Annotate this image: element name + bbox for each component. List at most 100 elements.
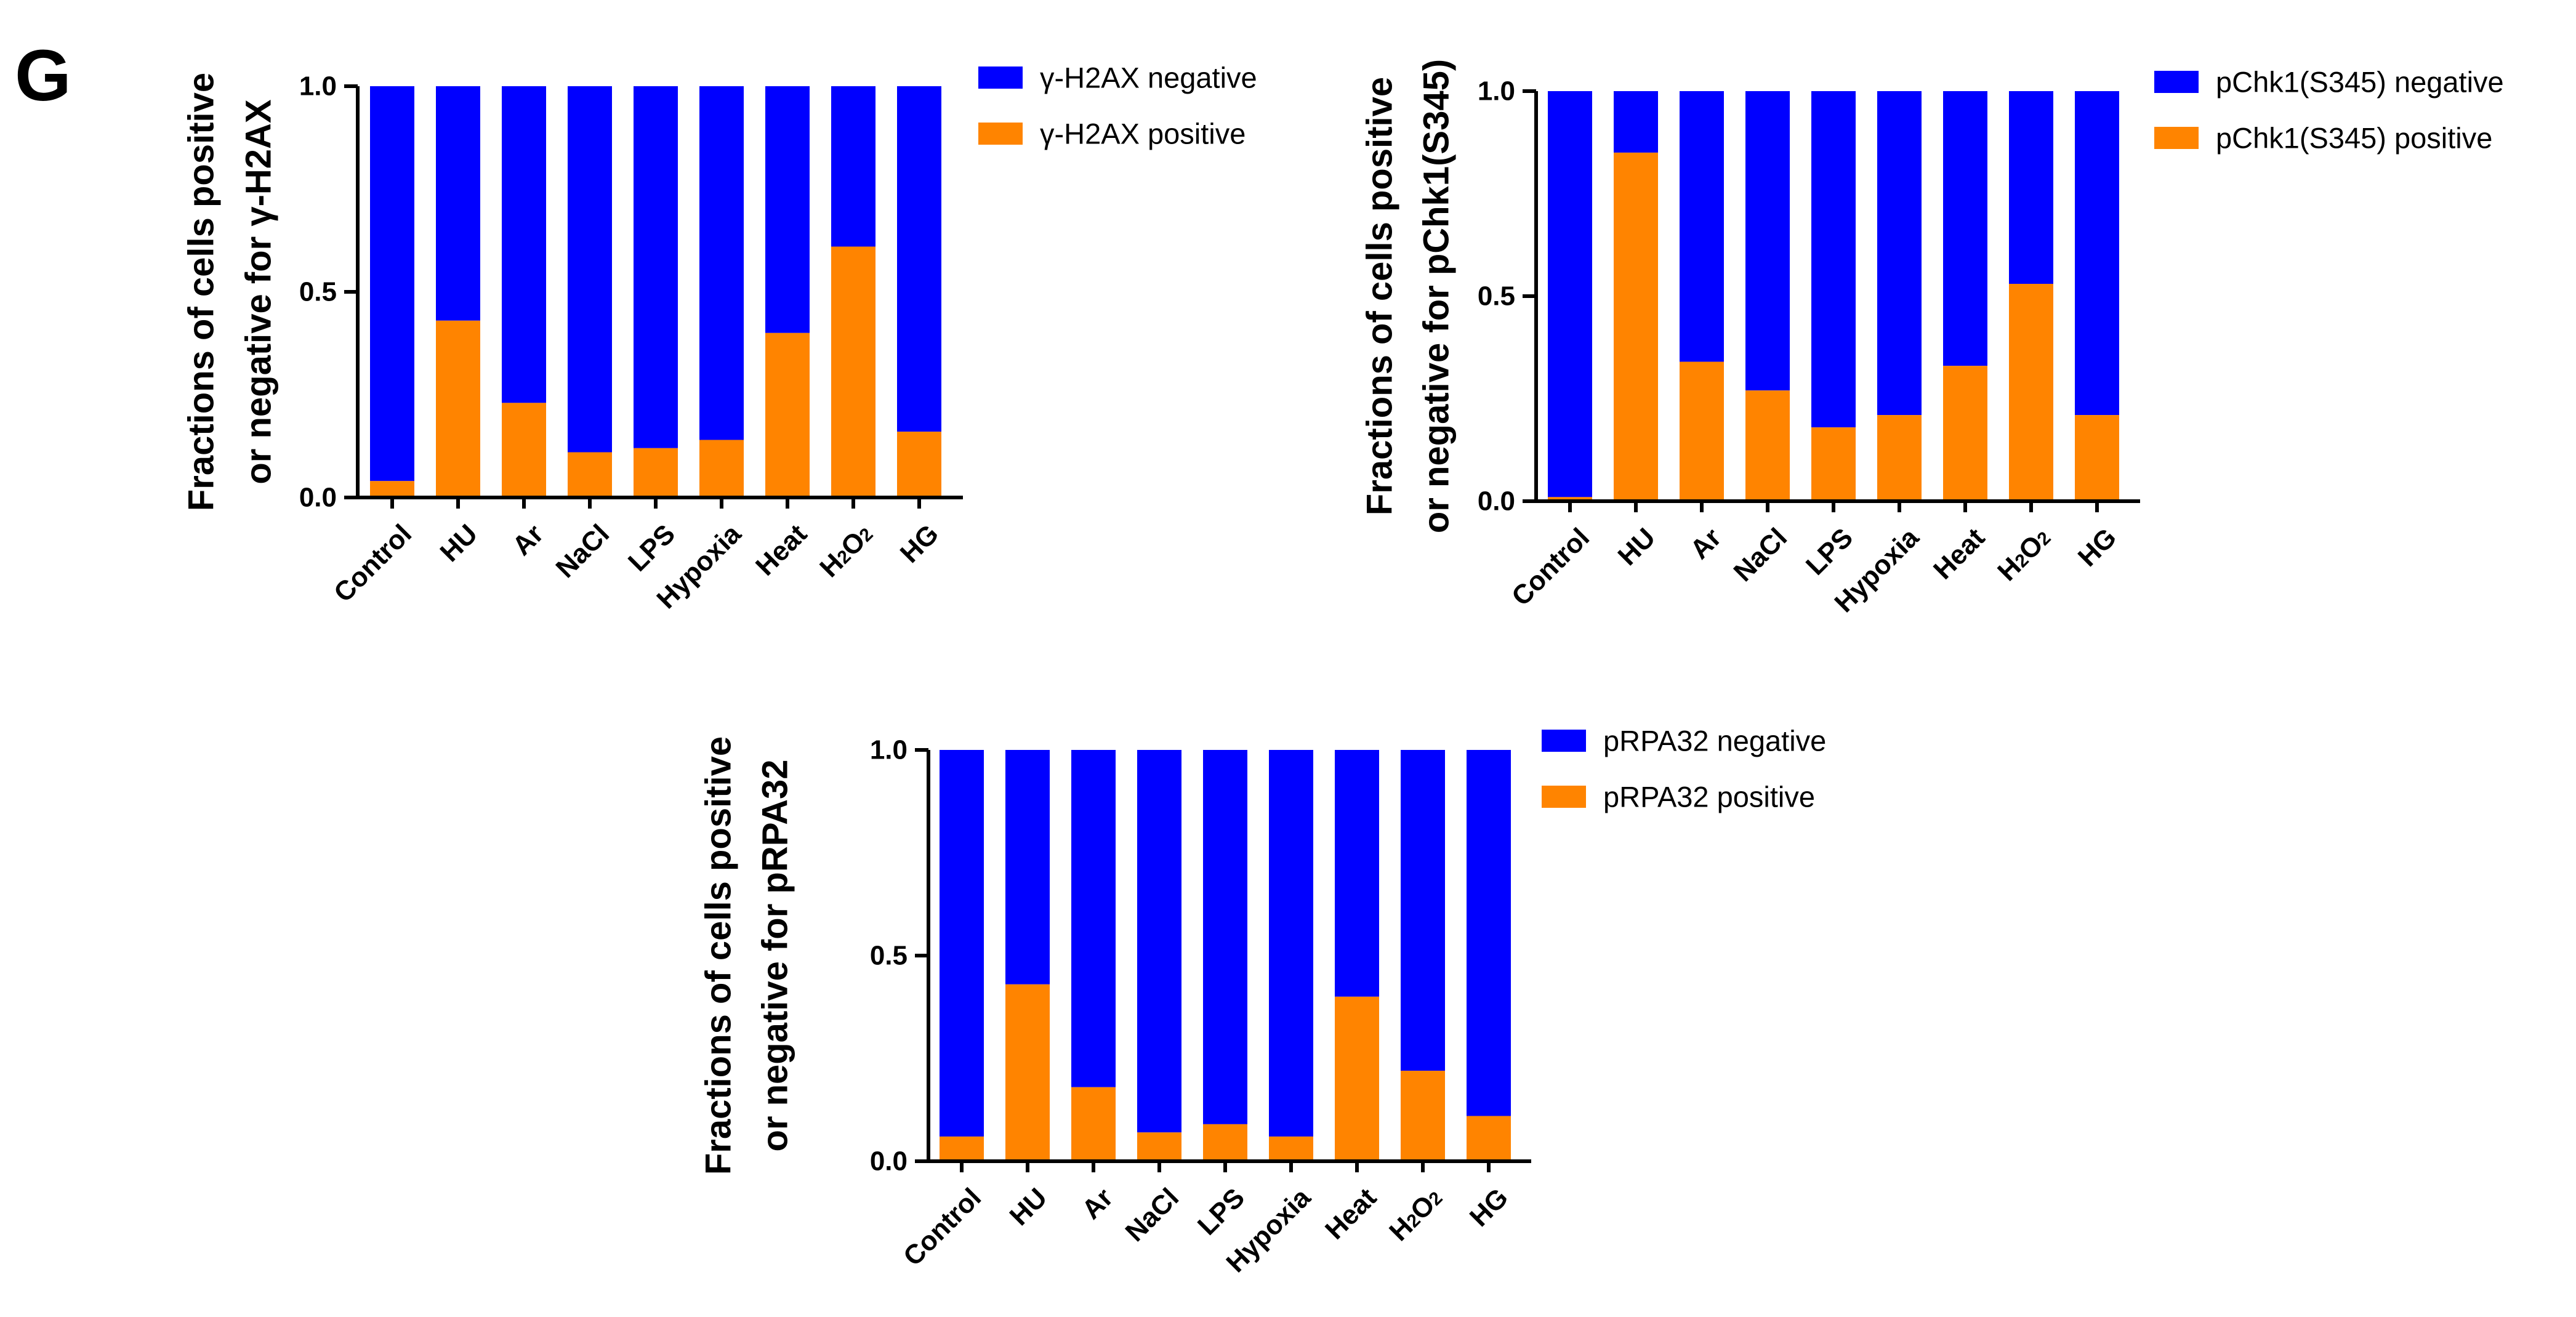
x-tick-label: Control [1506,522,1595,611]
x-tick-label: NaCl [550,518,616,584]
bar-positive-heat [1335,996,1379,1161]
x-tick-label: Ar [1076,1182,1119,1225]
bar-positive-heat [1943,366,1987,501]
legend-swatch-negative [1542,730,1586,752]
bar-positive-control [940,1136,984,1161]
x-tick-label: H2O2 [814,518,879,583]
y-tick-label: 0.5 [1478,281,1515,312]
x-tick-label: NaCl [1120,1182,1185,1247]
bar-negative-control [1548,91,1592,497]
bar-positive-ar [502,403,546,497]
panel-letter: G [15,35,71,116]
x-tick-label: Heat [1928,522,1990,585]
x-tick-label: Heat [1319,1182,1382,1245]
y-axis-label-line1: Fractions of cells positive [1360,77,1400,515]
bar-negative-heat [1335,750,1379,997]
bar-positive-h2o2 [2009,284,2053,501]
bar-positive-nacl [1745,390,1790,501]
bar-positive-lps [634,448,678,497]
bar-positive-hg [2075,415,2119,501]
legend-swatch-positive [1542,786,1586,808]
bar-positive-lps [1203,1124,1247,1161]
x-tick-label: HG [895,518,944,568]
y-tick-label: 1.0 [1478,76,1515,107]
bar-negative-heat [1943,91,1987,366]
x-tick-label: H2O2 [1992,522,2056,587]
bar-negative-heat [765,86,810,333]
legend-label: pRPA32 positive [1603,781,1815,813]
legend-swatch-negative [978,66,1023,89]
legend-label: γ-H2AX positive [1040,118,1246,150]
bar-negative-hg [1467,750,1511,1116]
y-axis-label-line2: or negative for pRPA32 [755,759,795,1151]
bar-negative-hypoxia [1269,750,1313,1137]
bar-negative-lps [1811,91,1856,428]
bar-positive-ar [1071,1087,1116,1161]
bar-positive-hg [1467,1116,1511,1161]
x-tick-label: HU [435,518,484,568]
y-axis-label-line1: Fractions of cells positive [699,736,739,1175]
bar-positive-heat [765,332,810,497]
legend-label: γ-H2AX negative [1040,62,1257,94]
bar-negative-lps [634,86,678,448]
bar-negative-nacl [568,86,612,453]
x-tick-label: H2O2 [1383,1182,1448,1247]
x-tick-label: Ar [1684,522,1727,565]
bar-negative-nacl [1137,750,1181,1133]
bar-negative-hg [897,86,941,432]
bar-positive-hypoxia [1877,415,1922,501]
x-tick-label: Control [898,1182,987,1271]
bar-negative-hypoxia [699,86,744,440]
x-tick-label: HG [2072,522,2122,572]
y-tick-label: 0.5 [870,941,908,971]
x-tick-label: Heat [750,518,813,581]
y-tick-label: 1.0 [870,735,908,765]
bar-negative-ar [1071,750,1116,1087]
bar-negative-h2o2 [831,86,875,247]
legend-swatch-negative [2154,71,2199,93]
legend-swatch-positive [978,123,1023,145]
bar-positive-nacl [568,452,612,497]
bar-negative-ar [1680,91,1724,362]
bar-negative-lps [1203,750,1247,1124]
bar-negative-h2o2 [1401,750,1445,1071]
bar-positive-hu [1005,984,1050,1161]
bar-positive-h2o2 [831,246,875,497]
y-tick-label: 0.0 [1478,486,1515,517]
legend-swatch-positive [2154,127,2199,149]
y-tick-label: 0.0 [870,1146,908,1177]
y-tick-label: 1.0 [299,71,337,102]
bar-positive-hypoxia [1269,1136,1313,1161]
x-tick-label: Control [328,518,417,608]
bar-positive-h2o2 [1401,1071,1445,1161]
legend: pRPA32 negative pRPA32 positive [1542,725,1826,813]
bar-negative-control [940,750,984,1137]
bar-positive-nacl [1137,1132,1181,1161]
bar-negative-ar [502,86,546,403]
legend: γ-H2AX negative γ-H2AX positive [978,62,1257,150]
bar-negative-hu [1614,91,1658,153]
bar-negative-hypoxia [1877,91,1922,416]
bar-negative-hg [2075,91,2119,416]
bar-positive-control [370,481,414,497]
legend-label: pRPA32 negative [1603,725,1826,757]
y-axis-label-line2: or negative for pChk1(S345) [1417,59,1457,533]
x-tick-label: HU [1004,1182,1053,1231]
x-tick-label: HG [1464,1182,1514,1232]
y-axis-label-line1: Fractions of cells positive [182,73,222,511]
x-tick-label: LPS [1800,522,1859,581]
bar-negative-nacl [1745,91,1790,391]
bar-positive-hg [897,432,941,497]
bar-positive-hu [1614,152,1658,501]
bar-negative-h2o2 [2009,91,2053,284]
y-tick-label: 0.5 [299,277,337,307]
x-tick-label: NaCl [1728,522,1793,587]
bar-positive-lps [1811,427,1856,501]
legend: pChk1(S345) negative pChk1(S345) positive [2154,66,2504,155]
bar-positive-hu [436,320,480,497]
x-tick-label: HU [1612,522,1662,571]
